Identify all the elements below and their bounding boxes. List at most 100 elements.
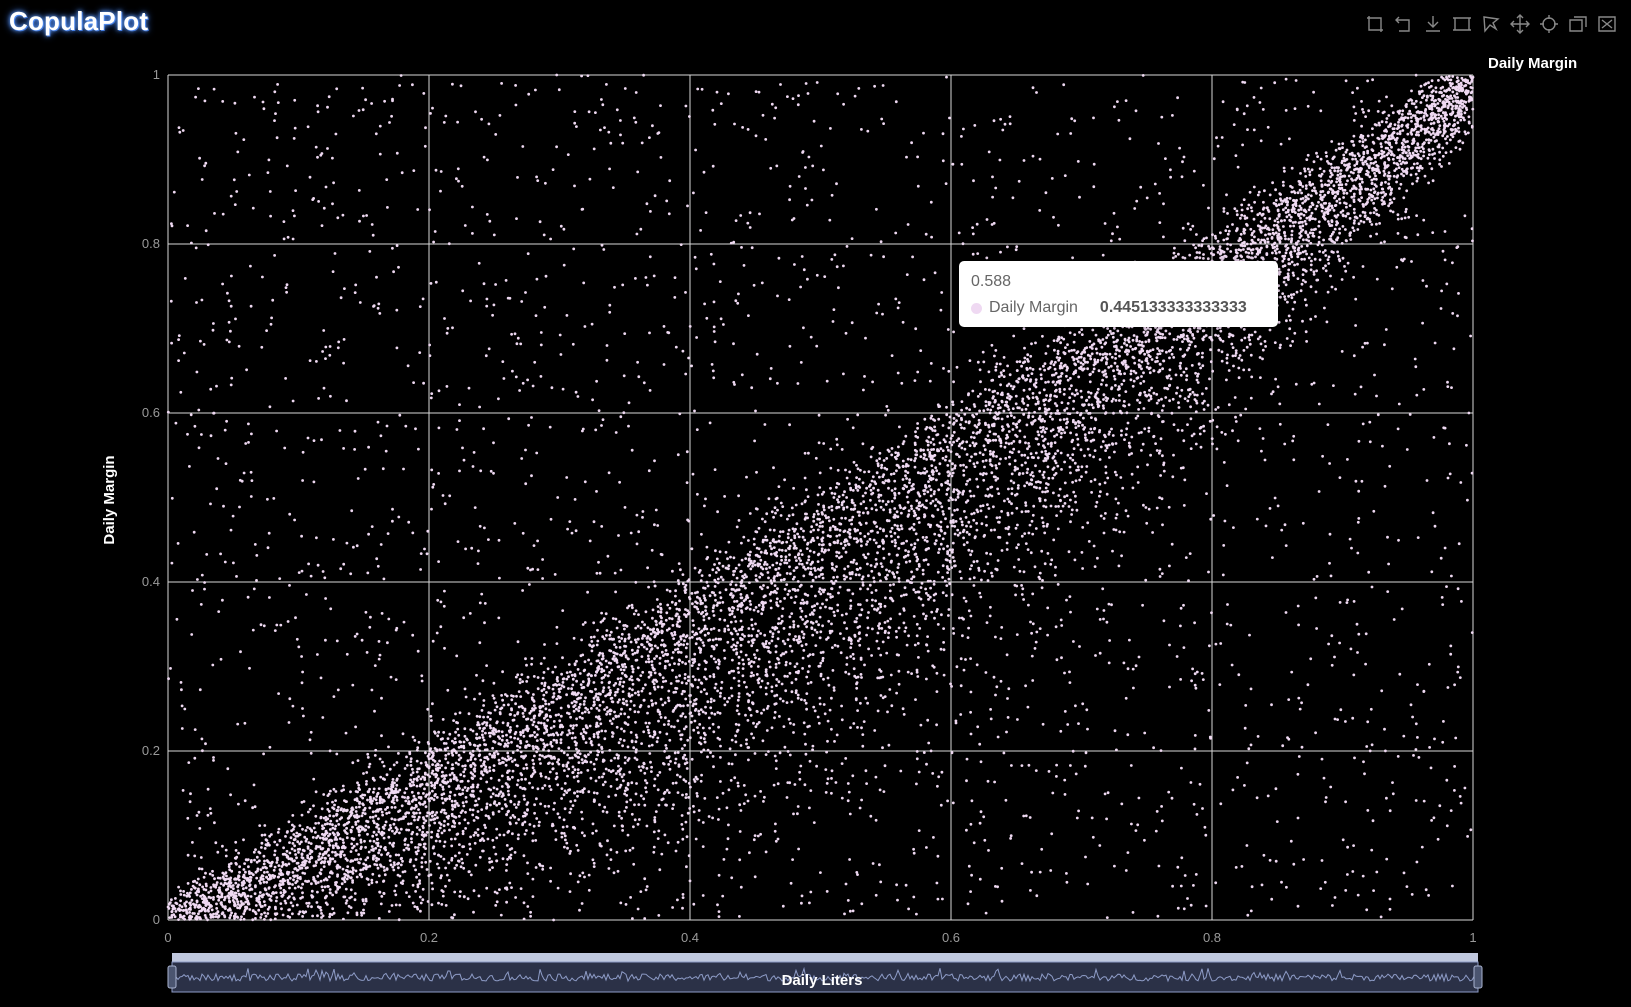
scatter-point [1398, 130, 1402, 133]
scatter-point [1090, 431, 1094, 434]
box-select-icon[interactable] [1568, 14, 1588, 34]
scatter-point [1260, 238, 1264, 242]
scatter-point [715, 557, 719, 561]
scatter-point [415, 748, 419, 752]
scatter-point [467, 712, 471, 716]
scatter-point [859, 673, 863, 676]
scatter-point [590, 649, 594, 653]
zoom-in-icon[interactable] [1365, 14, 1385, 34]
scatter-point [679, 714, 683, 718]
scatter-point [1144, 393, 1147, 397]
scatter-point [363, 812, 367, 816]
scatter-point [1303, 298, 1307, 302]
lasso-select-icon[interactable] [1481, 14, 1501, 34]
scatter-point [1047, 367, 1050, 371]
scatter-point [1075, 351, 1079, 355]
scatter-point [677, 615, 681, 619]
scatter-point [835, 554, 839, 558]
scatter-point [573, 799, 577, 802]
scatter-point [1016, 467, 1019, 471]
scatter-point [421, 824, 425, 828]
scatter-point [795, 546, 798, 550]
scatter-point [509, 822, 512, 826]
scatter-point [1391, 127, 1395, 131]
scatter-point [296, 874, 299, 878]
scatter-point [653, 671, 657, 675]
scatter-point [1144, 506, 1148, 509]
scatter-point [489, 726, 492, 730]
clear-select-icon[interactable] [1597, 14, 1617, 34]
scatter-point [1015, 546, 1019, 550]
scatter-point [1322, 213, 1326, 217]
scatter-point [1277, 228, 1281, 232]
scatter-point [1056, 409, 1059, 413]
scatter-point [1388, 149, 1391, 152]
scatter-point [677, 582, 681, 586]
scatter-point [1123, 342, 1126, 345]
scatter-point [972, 462, 976, 466]
scatter-point [319, 868, 323, 872]
scatter-point [263, 918, 266, 921]
scatter-point [1231, 334, 1235, 338]
scatter-point [1072, 399, 1076, 403]
scatter-point [762, 708, 766, 712]
scatter-point [1025, 423, 1029, 427]
scatter-point [649, 673, 653, 677]
scatter-point [1155, 356, 1159, 359]
scatter-point [287, 862, 291, 866]
scatter-point [238, 865, 242, 869]
scatter-point [927, 523, 930, 526]
scatter-point [828, 708, 832, 712]
scatter-point [377, 787, 381, 790]
scatter-point [694, 702, 698, 706]
scatter-point [1305, 216, 1309, 220]
scatter-point [745, 738, 748, 742]
move-icon[interactable] [1539, 14, 1559, 34]
scatter-point [865, 486, 868, 490]
scatter-point [804, 752, 808, 756]
scatter-point [1030, 471, 1034, 474]
scatter-point [547, 702, 551, 706]
scatter-point [903, 630, 907, 633]
scatter-point [694, 837, 698, 841]
download-icon[interactable] [1423, 14, 1443, 34]
scatter-point [999, 457, 1002, 461]
scatter-point [1431, 179, 1435, 183]
scatter-point [1068, 465, 1072, 469]
scatter-point [921, 603, 925, 607]
scatter-point [653, 816, 657, 819]
rect-select-icon[interactable] [1452, 14, 1472, 34]
scatter-point [1338, 231, 1341, 235]
scatter-point [476, 810, 480, 813]
scatter-point [731, 658, 734, 662]
scatter-point [1290, 229, 1294, 233]
scatter-point [767, 576, 770, 580]
scatter-point [1423, 118, 1426, 122]
scatter-point [1131, 338, 1135, 342]
zoom-reset-icon[interactable] [1394, 14, 1414, 34]
scatter-point [1031, 513, 1035, 517]
scatter-point [581, 761, 585, 765]
scatter-point [800, 644, 804, 648]
scatter-point [1402, 118, 1406, 122]
scatter-point [1068, 396, 1072, 399]
scatter-point [1461, 106, 1464, 109]
scatter-point [523, 798, 526, 801]
scatter-point [1027, 445, 1031, 448]
scatter-point [583, 621, 587, 624]
pan-icon[interactable] [1510, 14, 1530, 34]
scatter-point [878, 451, 882, 455]
scatter-point [861, 494, 865, 498]
scatter-point [856, 709, 859, 712]
scatter-point [245, 858, 249, 862]
scatter-point [542, 693, 546, 697]
scatter-point [424, 795, 428, 798]
scatter-point [822, 490, 826, 494]
scatter-point [581, 717, 584, 720]
scatter-point [382, 892, 386, 895]
scatter-point [1021, 472, 1025, 475]
scatter-point [265, 880, 269, 884]
scatter-point [673, 643, 677, 646]
scatter-point [884, 596, 887, 600]
